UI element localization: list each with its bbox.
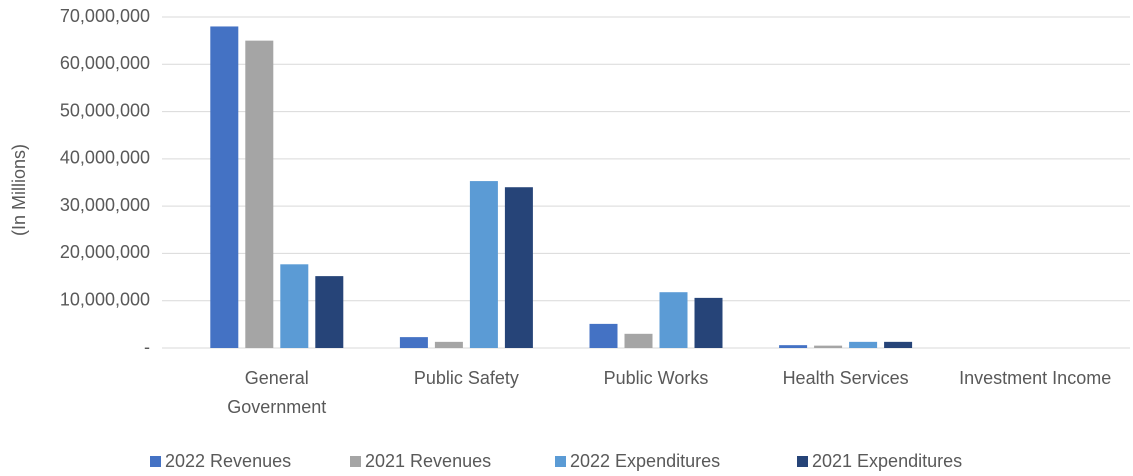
bar xyxy=(694,297,723,348)
legend-label: 2022 Expenditures xyxy=(570,451,720,471)
legend-swatch xyxy=(150,456,161,467)
bar xyxy=(469,181,498,348)
x-tick-label: Public Safety xyxy=(413,368,519,388)
x-tick-label: Public Works xyxy=(603,368,709,388)
bar xyxy=(245,40,274,349)
legend-swatch xyxy=(350,456,361,467)
legend-swatch xyxy=(797,456,808,467)
legend-swatch xyxy=(555,456,566,467)
bar xyxy=(779,345,808,348)
bar xyxy=(849,341,878,348)
x-tick-label: Investment Income xyxy=(959,368,1112,388)
y-tick-label: 20,000,000 xyxy=(60,242,150,262)
bar xyxy=(624,333,653,348)
y-axis-label: (In Millions) xyxy=(9,144,29,236)
legend-label: 2022 Revenues xyxy=(165,451,291,471)
x-tick-label: General Government xyxy=(227,368,327,417)
bar xyxy=(504,187,533,348)
y-tick-label: 40,000,000 xyxy=(60,148,150,168)
y-tick-label: 70,000,000 xyxy=(60,6,150,26)
legend-label: 2021 Revenues xyxy=(365,451,491,471)
y-tick-label: 50,000,000 xyxy=(60,100,150,120)
bar xyxy=(210,26,239,348)
bar xyxy=(659,292,688,348)
bar xyxy=(434,341,463,348)
y-tick-label: 30,000,000 xyxy=(60,195,150,215)
bar xyxy=(315,276,344,348)
x-tick-label: Health Services xyxy=(782,368,909,388)
y-tick-label: 10,000,000 xyxy=(60,289,150,309)
y-tick-label: 60,000,000 xyxy=(60,53,150,73)
bar xyxy=(589,323,618,348)
bar xyxy=(884,341,913,348)
bar xyxy=(399,337,428,348)
bar xyxy=(814,345,843,348)
y-tick-label: - xyxy=(144,337,150,357)
legend-label: 2021 Expenditures xyxy=(812,451,962,471)
bar xyxy=(280,264,309,348)
